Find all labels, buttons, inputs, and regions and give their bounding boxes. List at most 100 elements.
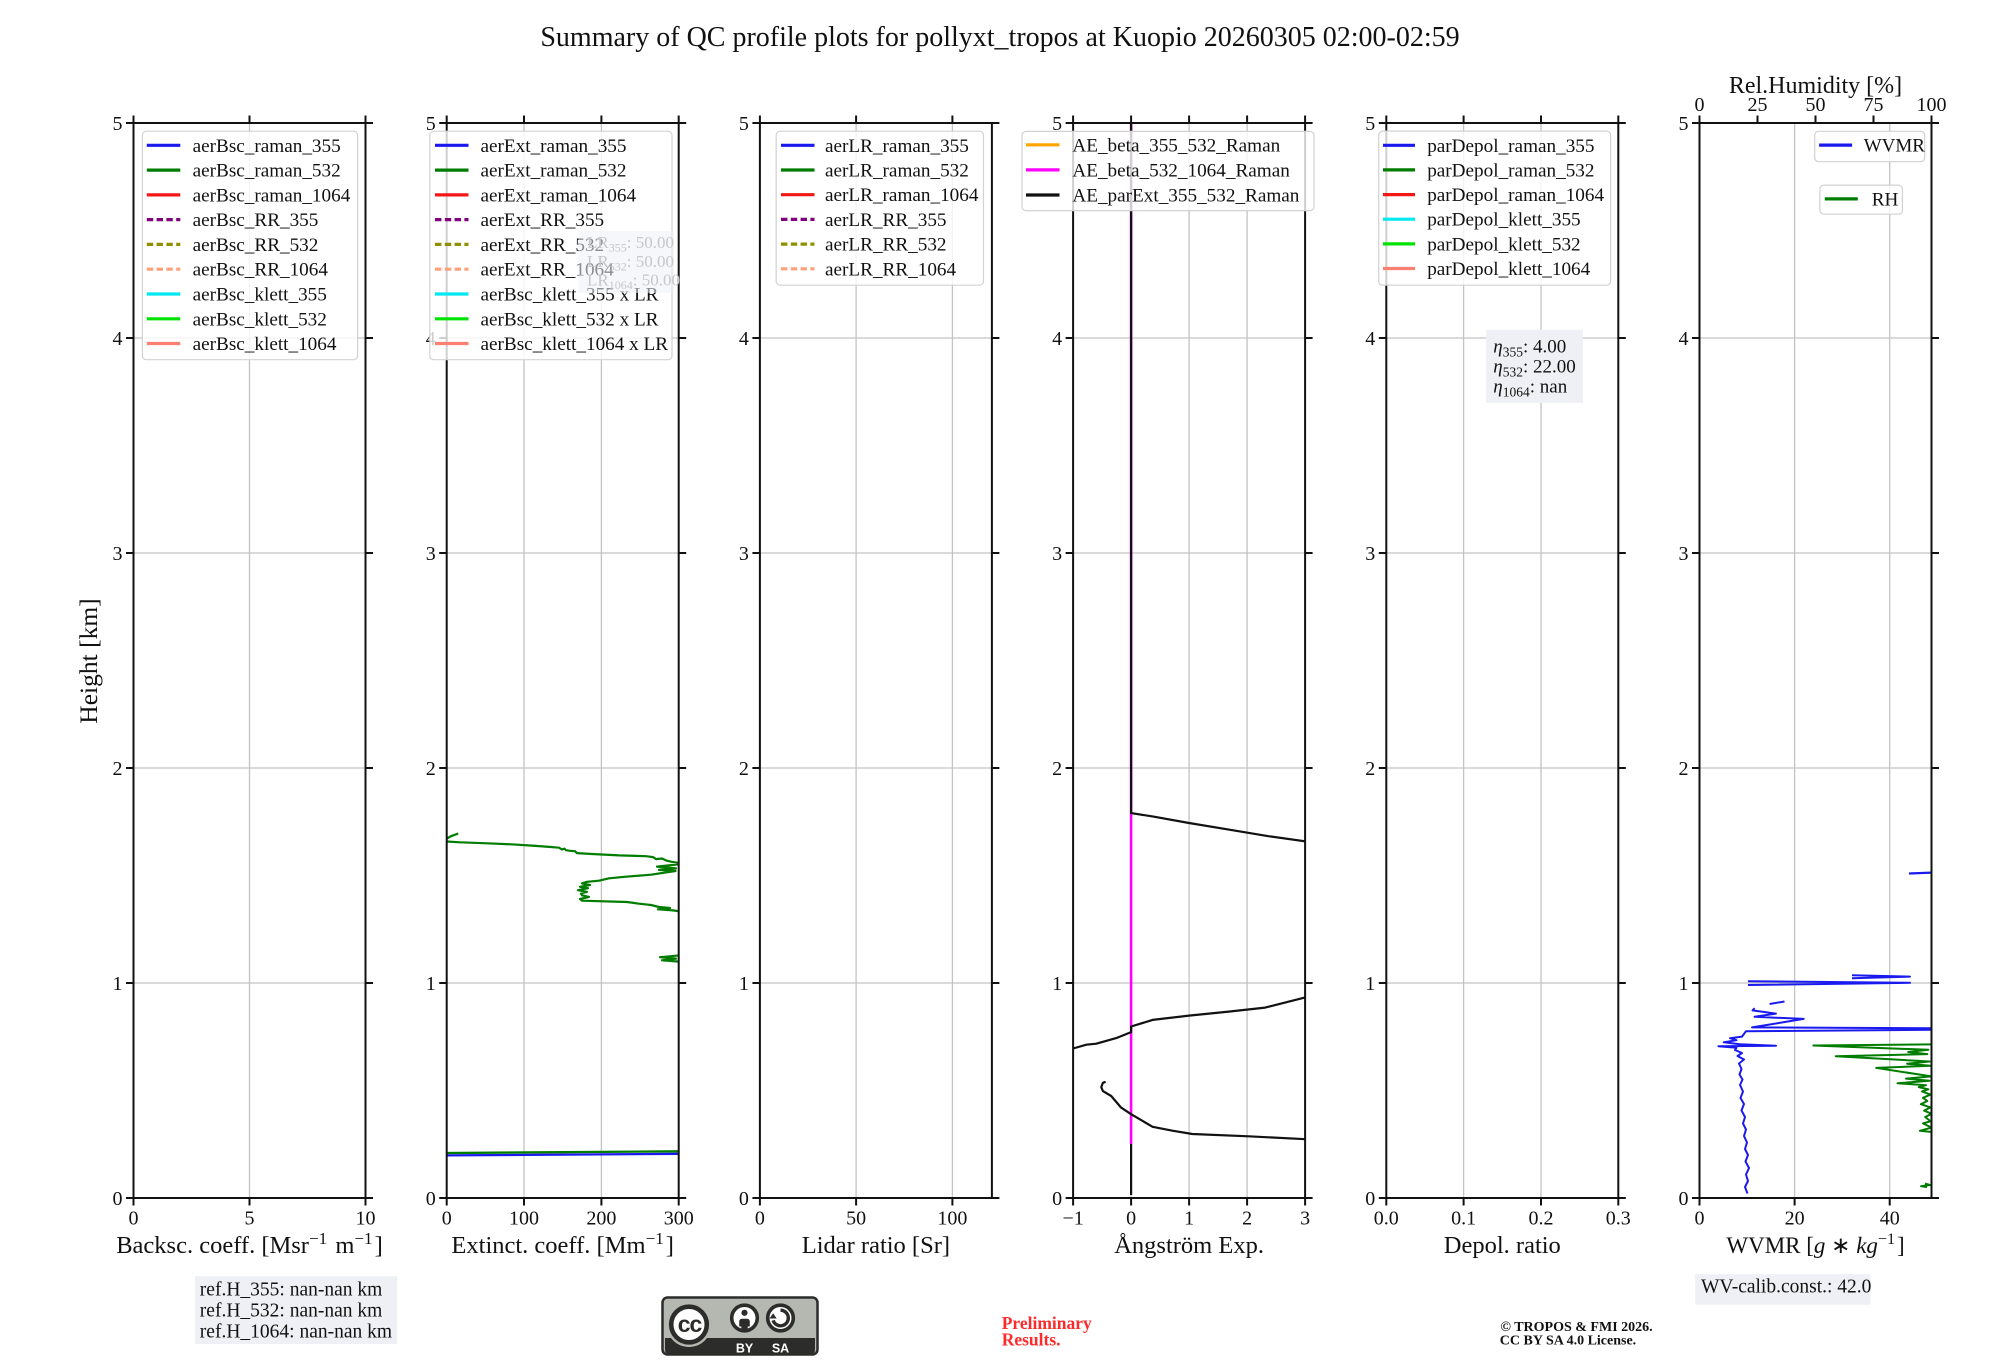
svg-text:2: 2 [1242, 1208, 1252, 1230]
svg-text:3: 3 [1300, 1208, 1310, 1230]
svg-text:aerBsc_raman_355: aerBsc_raman_355 [193, 136, 341, 157]
svg-text:300: 300 [664, 1208, 694, 1230]
svg-text:aerBsc_klett_1064 x LR: aerBsc_klett_1064 x LR [481, 334, 669, 355]
svg-text:1: 1 [1052, 973, 1062, 995]
svg-text:2: 2 [1052, 758, 1062, 780]
svg-text:2: 2 [1679, 758, 1689, 780]
svg-text:η1064: nan: η1064: nan [1493, 376, 1567, 399]
svg-text:100: 100 [937, 1208, 967, 1230]
svg-text:parDepol_klett_532: parDepol_klett_532 [1427, 234, 1580, 255]
svg-text:aerLR_raman_355: aerLR_raman_355 [825, 136, 969, 157]
svg-text:parDepol_raman_355: parDepol_raman_355 [1427, 136, 1594, 157]
svg-text:RH: RH [1872, 189, 1899, 210]
svg-text:Summary of QC profile plots fo: Summary of QC profile plots for pollyxt_… [540, 22, 1459, 53]
svg-text:Rel.Humidity [%]: Rel.Humidity [%] [1729, 73, 1902, 99]
svg-text:3: 3 [1679, 543, 1689, 565]
svg-text:75: 75 [1864, 94, 1884, 116]
svg-text:0: 0 [1679, 1188, 1689, 1210]
svg-text:5: 5 [1365, 113, 1375, 135]
svg-text:aerBsc_klett_532: aerBsc_klett_532 [193, 309, 327, 330]
svg-text:5: 5 [113, 113, 123, 135]
svg-text:aerBsc_klett_1064: aerBsc_klett_1064 [193, 334, 337, 355]
svg-text:−1: −1 [1062, 1208, 1083, 1230]
svg-text:50: 50 [846, 1208, 866, 1230]
svg-text:aerExt_raman_355: aerExt_raman_355 [481, 136, 627, 157]
svg-text:0: 0 [755, 1208, 765, 1230]
svg-text:3: 3 [1365, 543, 1375, 565]
svg-text:WVMR: WVMR [1864, 136, 1926, 157]
svg-text:© TROPOS & FMI 2026.: © TROPOS & FMI 2026. [1501, 1320, 1653, 1335]
svg-text:0.3: 0.3 [1606, 1208, 1631, 1230]
svg-text:100: 100 [1917, 94, 1947, 116]
svg-text:WVMR [g ∗ kg−1 ]: WVMR [g ∗ kg−1 ] [1726, 1231, 1904, 1258]
svg-text:CC BY SA 4.0 License.: CC BY SA 4.0 License. [1500, 1334, 1636, 1349]
svg-text:0: 0 [1126, 1208, 1136, 1230]
svg-text:BY: BY [736, 1342, 754, 1356]
svg-text:3: 3 [113, 543, 123, 565]
svg-text:Results.: Results. [1002, 1330, 1061, 1350]
svg-text:0.1: 0.1 [1451, 1208, 1476, 1230]
svg-text:Preliminary: Preliminary [1002, 1313, 1092, 1333]
svg-text:aerLR_raman_532: aerLR_raman_532 [825, 161, 969, 182]
svg-text:Lidar ratio [Sr]: Lidar ratio [Sr] [802, 1232, 950, 1259]
svg-text:ref.H_1064: nan-nan km: ref.H_1064: nan-nan km [200, 1322, 392, 1343]
svg-text:ref.H_532: nan-nan km: ref.H_532: nan-nan km [200, 1301, 382, 1322]
svg-text:40: 40 [1880, 1208, 1900, 1230]
svg-text:20: 20 [1785, 1208, 1805, 1230]
svg-text:2: 2 [426, 758, 436, 780]
svg-text:parDepol_raman_532: parDepol_raman_532 [1427, 160, 1594, 181]
svg-text:Height [km]: Height [km] [74, 598, 103, 723]
svg-text:SA: SA [772, 1342, 789, 1356]
svg-text:4: 4 [113, 328, 123, 350]
svg-text:1: 1 [1679, 973, 1689, 995]
svg-text:1: 1 [1184, 1208, 1194, 1230]
svg-text:AE_parExt_355_532_Raman: AE_parExt_355_532_Raman [1072, 186, 1299, 207]
svg-text:50: 50 [1806, 94, 1826, 116]
svg-text:cc: cc [678, 1311, 703, 1337]
svg-text:aerBsc_RR_355: aerBsc_RR_355 [193, 210, 319, 231]
svg-text:4: 4 [1679, 328, 1689, 350]
svg-text:Depol. ratio: Depol. ratio [1444, 1232, 1561, 1259]
svg-text:0: 0 [739, 1188, 749, 1210]
svg-text:3: 3 [1052, 543, 1062, 565]
svg-text:1: 1 [1365, 973, 1375, 995]
svg-text:aerLR_RR_355: aerLR_RR_355 [825, 210, 947, 231]
svg-text:aerBsc_raman_532: aerBsc_raman_532 [193, 161, 341, 182]
svg-text:3: 3 [739, 543, 749, 565]
svg-text:aerBsc_RR_1064: aerBsc_RR_1064 [193, 260, 329, 281]
svg-text:aerLR_RR_1064: aerLR_RR_1064 [825, 259, 957, 280]
svg-text:4: 4 [1365, 328, 1375, 350]
svg-text:0: 0 [426, 1188, 436, 1210]
svg-text:10: 10 [356, 1208, 376, 1230]
svg-text:2: 2 [739, 758, 749, 780]
svg-text:LR1064: 50.00: LR1064: 50.00 [587, 271, 680, 293]
svg-text:5: 5 [426, 113, 436, 135]
svg-text:aerBsc_raman_1064: aerBsc_raman_1064 [193, 185, 351, 206]
svg-text:1: 1 [426, 973, 436, 995]
svg-text:aerExt_RR_355: aerExt_RR_355 [481, 210, 605, 231]
svg-text:5: 5 [1679, 113, 1689, 135]
svg-text:0: 0 [1365, 1188, 1375, 1210]
svg-text:aerExt_RR_532: aerExt_RR_532 [481, 235, 605, 256]
svg-text:2: 2 [1365, 758, 1375, 780]
svg-text:aerExt_raman_532: aerExt_raman_532 [481, 161, 627, 182]
svg-text:Backsc. coeff. [Msr−1 m−1 ]: Backsc. coeff. [Msr−1 m−1 ] [116, 1229, 383, 1259]
svg-text:0: 0 [442, 1208, 452, 1230]
svg-text:100: 100 [509, 1208, 539, 1230]
svg-text:ref.H_355: nan-nan km: ref.H_355: nan-nan km [200, 1279, 382, 1300]
svg-text:4: 4 [739, 328, 749, 350]
svg-text:1: 1 [113, 973, 123, 995]
svg-text:η532: 22.00: η532: 22.00 [1493, 357, 1575, 380]
svg-text:0.2: 0.2 [1529, 1208, 1554, 1230]
svg-text:0.0: 0.0 [1374, 1208, 1399, 1230]
svg-text:0: 0 [129, 1208, 139, 1230]
svg-text:parDepol_raman_1064: parDepol_raman_1064 [1427, 185, 1604, 206]
svg-text:0: 0 [1695, 1208, 1705, 1230]
svg-text:aerBsc_RR_532: aerBsc_RR_532 [193, 235, 319, 256]
svg-text:3: 3 [426, 543, 436, 565]
svg-text:aerBsc_klett_532 x LR: aerBsc_klett_532 x LR [481, 309, 659, 330]
svg-text:parDepol_klett_1064: parDepol_klett_1064 [1427, 259, 1590, 280]
svg-text:aerBsc_klett_355: aerBsc_klett_355 [193, 285, 327, 306]
svg-text:5: 5 [1052, 113, 1062, 135]
svg-text:2: 2 [113, 758, 123, 780]
